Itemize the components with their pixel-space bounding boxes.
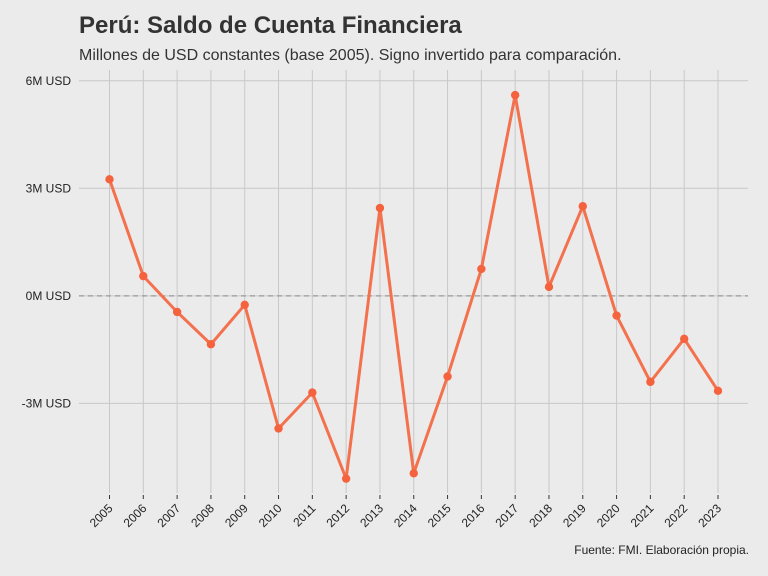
x-tick-label: 2019 (560, 501, 589, 530)
y-tick-label: 6M USD (26, 74, 72, 88)
data-point (477, 264, 486, 274)
grid (79, 70, 748, 493)
chart-caption: Fuente: FMI. Elaboración propia. (574, 543, 749, 557)
y-tick-label: 3M USD (26, 181, 72, 195)
x-tick-label: 2012 (323, 501, 352, 530)
data-point (105, 175, 114, 184)
data-point (409, 469, 418, 478)
x-tick-label: 2005 (87, 501, 116, 530)
x-tick-label: 2010 (256, 501, 285, 530)
data-point (274, 424, 283, 433)
chart-title: Perú: Saldo de Cuenta Financiera (79, 12, 462, 39)
data-point (679, 334, 689, 344)
x-tick-label: 2023 (695, 501, 724, 530)
data-point (206, 340, 216, 349)
x-tick-label: 2020 (594, 501, 623, 530)
data-point (713, 386, 723, 396)
data-point (240, 300, 249, 310)
data-point (544, 282, 554, 292)
data-point (510, 90, 520, 100)
x-tick-label: 2022 (662, 501, 691, 530)
y-tick-label: 0M USD (26, 289, 72, 303)
x-tick-label: 2007 (154, 501, 183, 530)
x-tick-label: 2008 (188, 501, 217, 530)
x-tick-label: 2014 (391, 501, 420, 530)
x-tick-label: 2021 (628, 501, 657, 530)
data-point (375, 203, 385, 213)
x-tick-label: 2011 (290, 501, 318, 529)
data-point (612, 311, 621, 320)
data-point (443, 372, 452, 381)
data-point (578, 202, 587, 211)
x-tick-label: 2017 (493, 501, 522, 530)
data-point (341, 474, 351, 483)
x-tick-label: 2015 (425, 501, 454, 530)
x-tick-label: 2013 (357, 501, 386, 530)
data-point (139, 271, 148, 281)
x-tick-label: 2016 (459, 501, 488, 530)
chart-subtitle: Millones de USD constantes (base 2005). … (79, 47, 622, 64)
data-point (308, 388, 317, 397)
data-point (172, 307, 182, 317)
series-financial-account (105, 90, 723, 483)
x-tick-label: 2006 (121, 501, 150, 530)
y-tick-label: -3M USD (22, 396, 72, 410)
x-tick-label: 2009 (222, 501, 251, 530)
x-tick-label: 2018 (526, 501, 555, 530)
data-point (646, 377, 655, 387)
